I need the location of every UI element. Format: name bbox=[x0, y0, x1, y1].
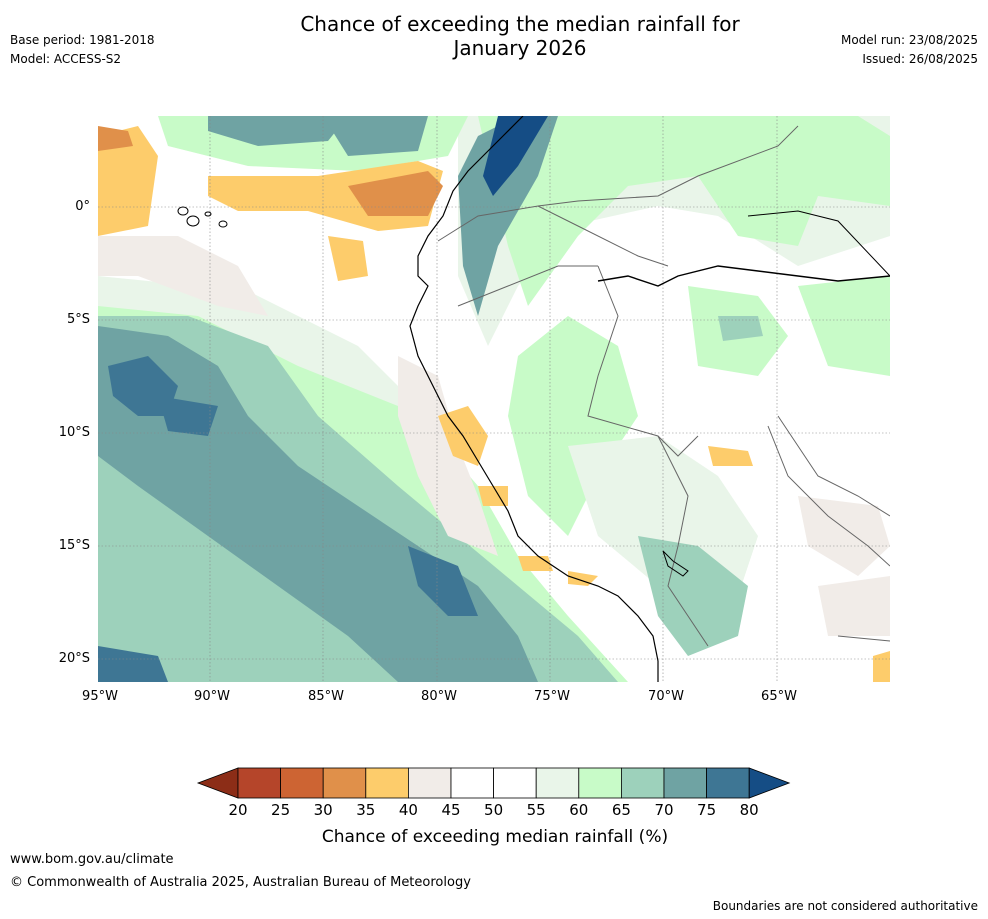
region-35-40 bbox=[478, 486, 508, 506]
region-60-65 bbox=[798, 276, 890, 376]
region-40-45 bbox=[818, 576, 890, 636]
colorbar-tick-70: 70 bbox=[654, 801, 674, 819]
colorbar-arrow-high bbox=[748, 767, 791, 799]
colorbar-cell-65-70 bbox=[620, 767, 665, 799]
colorbar-tick-45: 45 bbox=[441, 801, 461, 819]
colorbar-title: Chance of exceeding median rainfall (%) bbox=[321, 827, 669, 847]
lon-label-70w: 70°W bbox=[648, 689, 684, 704]
lat-label-5s: 5°S bbox=[66, 312, 90, 327]
region-35-40 bbox=[518, 556, 553, 571]
lat-label-0: 0° bbox=[75, 199, 90, 214]
colorbar-cell-35-40 bbox=[365, 767, 409, 799]
region-60-65 bbox=[478, 116, 890, 306]
colorbar bbox=[196, 767, 791, 799]
colorbar-tick-20: 20 bbox=[228, 801, 248, 819]
lon-label-95w: 95°W bbox=[82, 689, 118, 704]
region-65-70 bbox=[718, 316, 763, 341]
colorbar-tick-40: 40 bbox=[398, 801, 418, 819]
colorbar-cell-25-30 bbox=[280, 767, 324, 799]
colorbar-cell-75-80 bbox=[706, 767, 750, 799]
colorbar-cell-20-25 bbox=[237, 767, 281, 799]
region-35-40 bbox=[328, 236, 368, 281]
colorbar-cell-50-55 bbox=[493, 767, 537, 799]
country-borders bbox=[437, 125, 890, 647]
colorbar-cell-60-65 bbox=[578, 767, 622, 799]
lon-label-85w: 85°W bbox=[308, 689, 344, 704]
region-70-75 bbox=[323, 116, 428, 156]
lon-label-65w: 65°W bbox=[761, 689, 797, 704]
lat-label-20s: 20°S bbox=[58, 651, 90, 666]
region-70-75 bbox=[458, 116, 558, 316]
colorbar-tick-50: 50 bbox=[484, 801, 504, 819]
region-40-45 bbox=[398, 356, 498, 556]
region-35-40 bbox=[98, 126, 158, 236]
colorbar-cell-40-45 bbox=[407, 767, 452, 799]
lon-label-80w: 80°W bbox=[421, 689, 457, 704]
region-75-80 bbox=[158, 396, 218, 436]
lon-label-90w: 90°W bbox=[194, 689, 230, 704]
colorbar-cell-30-35 bbox=[322, 767, 367, 799]
colorbar-cell-45-50 bbox=[450, 767, 494, 799]
colorbar-tick-75: 75 bbox=[697, 801, 717, 819]
region-65-70 bbox=[638, 536, 748, 656]
model-name: Model: ACCESS-S2 bbox=[10, 52, 122, 66]
colorbar-tick-60: 60 bbox=[569, 801, 589, 819]
website-link[interactable]: www.bom.gov.au/climate bbox=[10, 852, 174, 867]
river bbox=[747, 210, 890, 277]
region-80-plus bbox=[483, 116, 548, 196]
disclaimer: Boundaries are not considered authoritat… bbox=[712, 899, 978, 913]
region-35-40 bbox=[708, 446, 753, 466]
colorbar-tick-80: 80 bbox=[739, 801, 759, 819]
colorbar-cell-70-75 bbox=[663, 767, 707, 799]
region-35-40 bbox=[873, 651, 890, 682]
region-40-45 bbox=[798, 496, 890, 576]
lon-label-75w: 75°W bbox=[534, 689, 570, 704]
galapagos-islands bbox=[177, 206, 228, 228]
graticule bbox=[98, 116, 890, 682]
region-35-40 bbox=[568, 571, 598, 586]
colorbar-tick-55: 55 bbox=[526, 801, 546, 819]
amazon-river bbox=[597, 265, 890, 287]
colorbar-cell-55-60 bbox=[535, 767, 580, 799]
colorbar-arrow-low bbox=[196, 767, 239, 799]
region-40-45 bbox=[98, 236, 268, 316]
region-70-75 bbox=[208, 116, 348, 146]
colorbar-tick-30: 30 bbox=[313, 801, 333, 819]
page-title: Chance of exceeding the median rainfall … bbox=[250, 12, 790, 60]
title-line-1: Chance of exceeding the median rainfall … bbox=[300, 12, 740, 36]
region-60-65 bbox=[508, 316, 638, 536]
copyright: © Commonwealth of Australia 2025, Austra… bbox=[10, 875, 471, 890]
region-30-35 bbox=[98, 126, 133, 151]
lat-label-10s: 10°S bbox=[58, 425, 90, 440]
colorbar-tick-65: 65 bbox=[611, 801, 631, 819]
colorbar-tick-35: 35 bbox=[356, 801, 376, 819]
base-period: Base period: 1981-2018 bbox=[10, 33, 155, 47]
colorbar-tick-25: 25 bbox=[271, 801, 291, 819]
issued-date: Issued: 26/08/2025 bbox=[862, 52, 978, 66]
title-line-2: January 2026 bbox=[453, 36, 587, 60]
rainfall-map bbox=[98, 116, 890, 682]
lake-titicaca bbox=[662, 550, 689, 577]
lat-label-15s: 15°S bbox=[58, 538, 90, 553]
coastline bbox=[409, 116, 659, 682]
region-30-35 bbox=[348, 171, 443, 216]
region-75-80 bbox=[98, 646, 168, 682]
model-run: Model run: 23/08/2025 bbox=[840, 33, 978, 47]
region-75-80 bbox=[408, 546, 478, 616]
